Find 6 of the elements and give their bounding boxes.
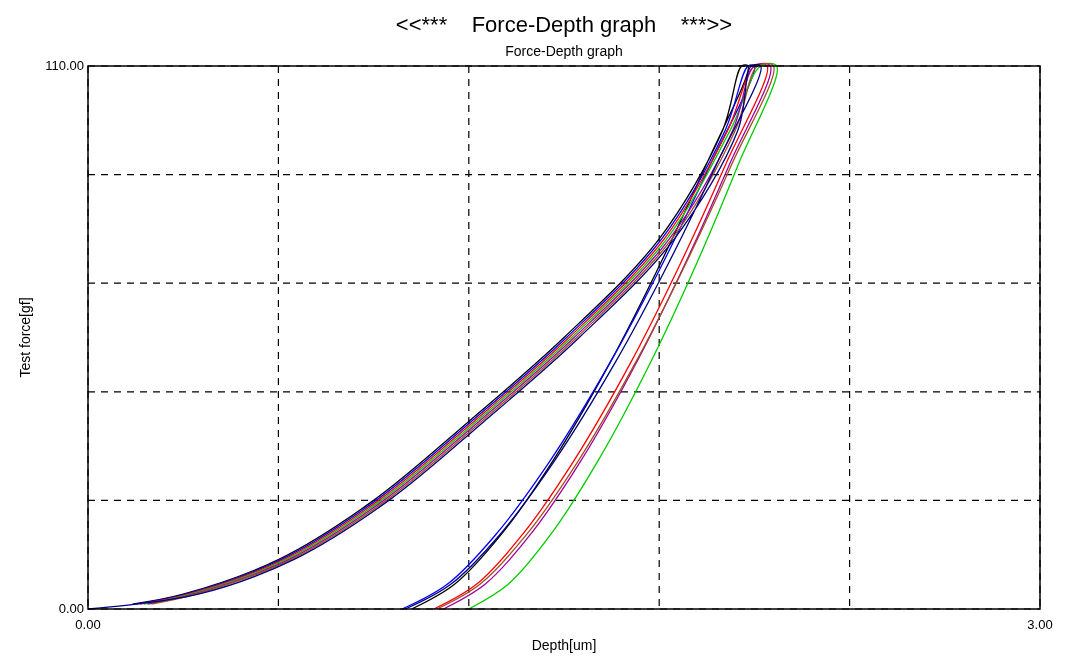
chart-subtitle: Force-Depth graph <box>505 43 623 59</box>
chart-title: <<*** Force-Depth graph ***>> <box>395 12 733 37</box>
x-tick-label: 3.00 <box>1027 617 1053 632</box>
y-axis-title: Test force[gf] <box>17 297 33 378</box>
x-axis-title: Depth[um] <box>531 637 597 653</box>
y-tick-label: 110.00 <box>45 58 84 73</box>
